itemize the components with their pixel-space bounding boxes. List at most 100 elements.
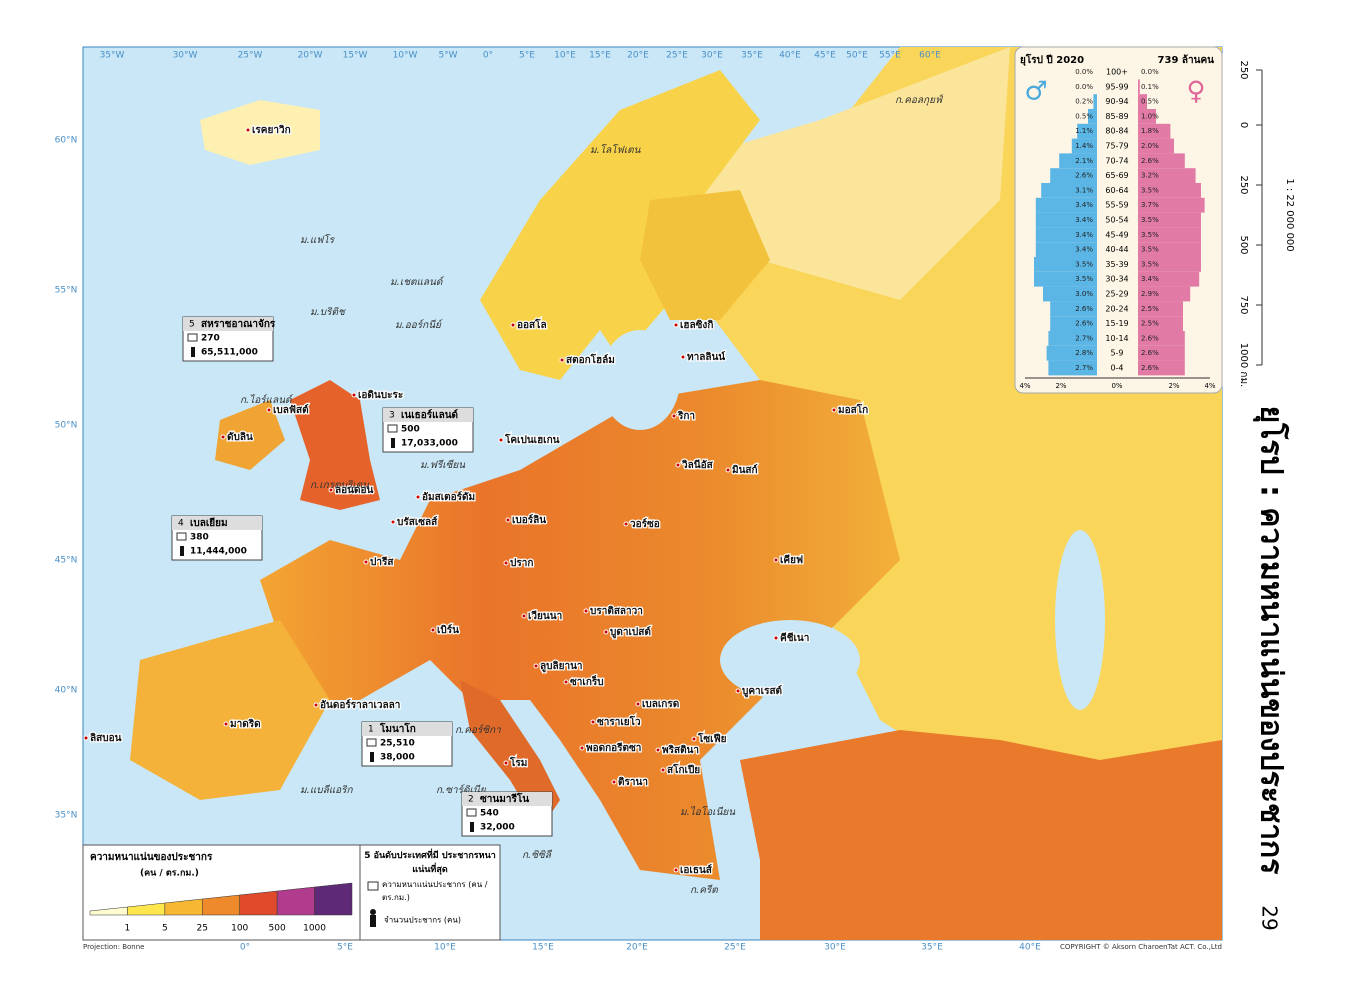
scale-label: 500 bbox=[1238, 235, 1249, 254]
male-value-label: 3.4% bbox=[1075, 246, 1093, 254]
age-label: 40-44 bbox=[1105, 245, 1128, 254]
capital-dot bbox=[725, 467, 731, 473]
top5-title: 5 อันดับประเทศที่มี ประชากรหนาแน่นที่สุด bbox=[364, 851, 496, 875]
sea-label: ม.ฟรีเซียน bbox=[420, 459, 466, 471]
capital-dot bbox=[623, 521, 629, 527]
male-value-label: 2.6% bbox=[1075, 305, 1093, 313]
female-value-label: 3.5% bbox=[1141, 246, 1159, 254]
male-bar bbox=[1043, 286, 1097, 302]
female-value-label: 3.7% bbox=[1141, 201, 1159, 209]
callout-name: เบลเยียม bbox=[190, 517, 228, 529]
callout-name: สหราชอาณาจักร bbox=[201, 318, 276, 330]
male-bar bbox=[1093, 94, 1097, 109]
longitude-label: 50°E bbox=[846, 51, 868, 61]
callout-name: โมนาโก bbox=[379, 722, 416, 735]
sea-label: ก.คอร์ซิกา bbox=[455, 724, 501, 736]
callout-rank: 1 bbox=[368, 725, 374, 735]
capital-dot bbox=[313, 702, 319, 708]
capital-dot bbox=[680, 354, 686, 360]
scale-label: 250 bbox=[1238, 60, 1249, 79]
capital-dot bbox=[590, 719, 596, 725]
male-bar bbox=[1071, 138, 1097, 154]
sea-label: ม.บริติช bbox=[310, 306, 346, 318]
scale-label: 750 bbox=[1238, 295, 1249, 314]
place-label: เบลฟัสต์ bbox=[273, 404, 309, 416]
longitude-label: 40°E bbox=[1019, 943, 1041, 953]
capital-dot bbox=[245, 127, 251, 133]
age-label: 20-24 bbox=[1105, 304, 1128, 313]
callout-density: 380 bbox=[190, 533, 209, 543]
age-label: 75-79 bbox=[1105, 142, 1128, 151]
male-bar bbox=[1077, 123, 1097, 139]
capital-dot bbox=[510, 322, 516, 328]
place-label: เคียฟ bbox=[780, 554, 803, 566]
density-icon bbox=[176, 532, 187, 541]
callout-header bbox=[172, 516, 262, 530]
male-bar bbox=[1059, 153, 1097, 169]
age-label: 70-74 bbox=[1105, 156, 1128, 165]
pyramid-title: ยุโรป ปี 2020 bbox=[1020, 53, 1084, 66]
capital-dot bbox=[533, 663, 539, 669]
female-value-label: 2.9% bbox=[1141, 290, 1159, 298]
legend-title: ความหนาแน่นของประชากร bbox=[90, 851, 213, 863]
caspian-sea bbox=[1055, 530, 1105, 710]
place-label: มอสโก bbox=[838, 403, 868, 416]
male-value-label: 3.5% bbox=[1075, 275, 1093, 283]
place-label: วิลนีอัส bbox=[682, 459, 714, 471]
female-value-label: 3.5% bbox=[1141, 186, 1159, 194]
longitude-label: 0° bbox=[240, 943, 250, 953]
legend-class-label: 1000 bbox=[303, 924, 326, 934]
density-label: ความหนาแน่นประชากร (คน / ตร.กม.) bbox=[382, 880, 488, 902]
place-label: บูคาเรสต์ bbox=[742, 685, 782, 698]
place-label: ออสโล bbox=[517, 318, 547, 331]
female-value-label: 2.6% bbox=[1141, 349, 1159, 357]
female-bar bbox=[1138, 316, 1183, 331]
age-label: 30-34 bbox=[1105, 275, 1128, 284]
longitude-label: 55°E bbox=[879, 51, 901, 61]
male-value-label: 2.8% bbox=[1075, 349, 1093, 357]
male-value-label: 2.6% bbox=[1075, 172, 1093, 180]
age-label: 15-19 bbox=[1105, 319, 1128, 328]
scandinavia bbox=[480, 70, 760, 380]
male-value-label: 2.6% bbox=[1075, 320, 1093, 328]
iceland bbox=[200, 100, 320, 165]
age-label: 65-69 bbox=[1105, 171, 1128, 180]
longitude-label: 15°W bbox=[343, 51, 368, 61]
capital-dot bbox=[635, 701, 641, 707]
capital-dot bbox=[223, 721, 229, 727]
density-icon bbox=[187, 333, 198, 342]
legend-swatch bbox=[314, 882, 353, 916]
latitude-label: 40°N bbox=[55, 686, 78, 696]
female-bar bbox=[1138, 138, 1174, 154]
female-value-label: 3.5% bbox=[1141, 231, 1159, 239]
female-bar bbox=[1138, 345, 1185, 361]
female-value-label: 2.6% bbox=[1141, 364, 1159, 372]
pyramid-tick-label: 2% bbox=[1168, 382, 1179, 390]
legend-swatch bbox=[239, 890, 278, 916]
density-legend: ความหนาแน่นของประชากร (คน / ตร.กม.) 1 5 25… bbox=[82, 844, 361, 941]
sea-label: ก.ครีต bbox=[690, 884, 718, 896]
scale-label: 1000 กม. bbox=[1238, 343, 1249, 387]
male-value-label: 2.1% bbox=[1075, 157, 1093, 165]
male-bar bbox=[1050, 168, 1097, 183]
place-label: ลอนดอน bbox=[335, 485, 373, 496]
person-icon bbox=[370, 909, 376, 915]
male-value-label: 0.0% bbox=[1075, 68, 1093, 76]
place-label: บราติสลาวา bbox=[590, 605, 643, 617]
male-value-label: 3.5% bbox=[1075, 260, 1093, 268]
capital-dot bbox=[83, 735, 89, 741]
male-value-label: 0.5% bbox=[1075, 112, 1093, 120]
population-label: จำนวนประชากร (คน) bbox=[384, 916, 461, 925]
place-label: ซาราเยโว bbox=[597, 715, 641, 728]
callout-header bbox=[462, 792, 552, 806]
place-label: บรัสเซลส์ bbox=[397, 516, 438, 528]
female-bar bbox=[1138, 183, 1201, 198]
person-icon bbox=[180, 546, 184, 556]
longitude-label: 25°E bbox=[666, 51, 688, 61]
longitude-label: 30°E bbox=[824, 943, 846, 953]
longitude-label: 45°E bbox=[814, 51, 836, 61]
capital-dot bbox=[579, 745, 585, 751]
longitude-label: 5°E bbox=[337, 943, 353, 953]
sea-label: ม.เชตแลนด์ bbox=[390, 276, 444, 288]
